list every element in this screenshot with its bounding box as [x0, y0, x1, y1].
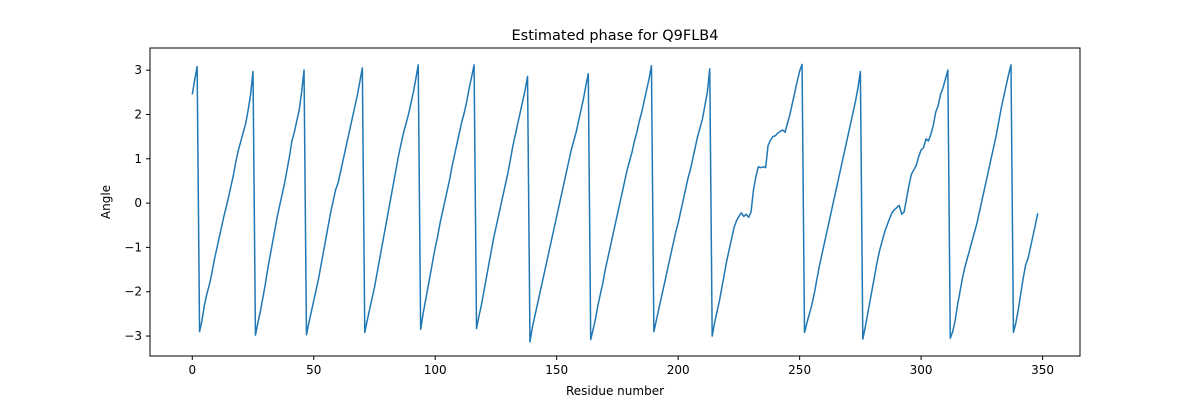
x-tick-label: 200 — [667, 363, 690, 377]
plot-layer — [191, 63, 1039, 343]
chart-title: Estimated phase for Q9FLB4 — [511, 28, 718, 44]
x-tick-label: 0 — [188, 363, 196, 377]
x-axis-label: Residue number — [566, 384, 664, 398]
x-tick-label: 100 — [424, 363, 447, 377]
ticks-layer: 0 50 100 150 200 250 300 350 −3 −2 −1 0 1 2 3 — [124, 63, 1054, 377]
y-tick-label: 1 — [134, 152, 142, 166]
series-line — [191, 63, 1039, 343]
y-tick-label: −1 — [124, 240, 142, 254]
x-tick-label: 350 — [1031, 363, 1054, 377]
x-tick-label: 150 — [545, 363, 568, 377]
y-tick-label: 2 — [134, 107, 142, 121]
x-tick-label: 250 — [788, 363, 811, 377]
x-tick-label: 50 — [306, 363, 321, 377]
x-tick-label: 300 — [910, 363, 933, 377]
y-tick-label: 3 — [134, 63, 142, 77]
y-tick-label: −3 — [124, 329, 142, 343]
axes-frame — [149, 47, 1081, 357]
y-axis-label: Angle — [99, 185, 113, 219]
y-tick-label: 0 — [134, 196, 142, 210]
y-tick-label: −2 — [124, 285, 142, 299]
